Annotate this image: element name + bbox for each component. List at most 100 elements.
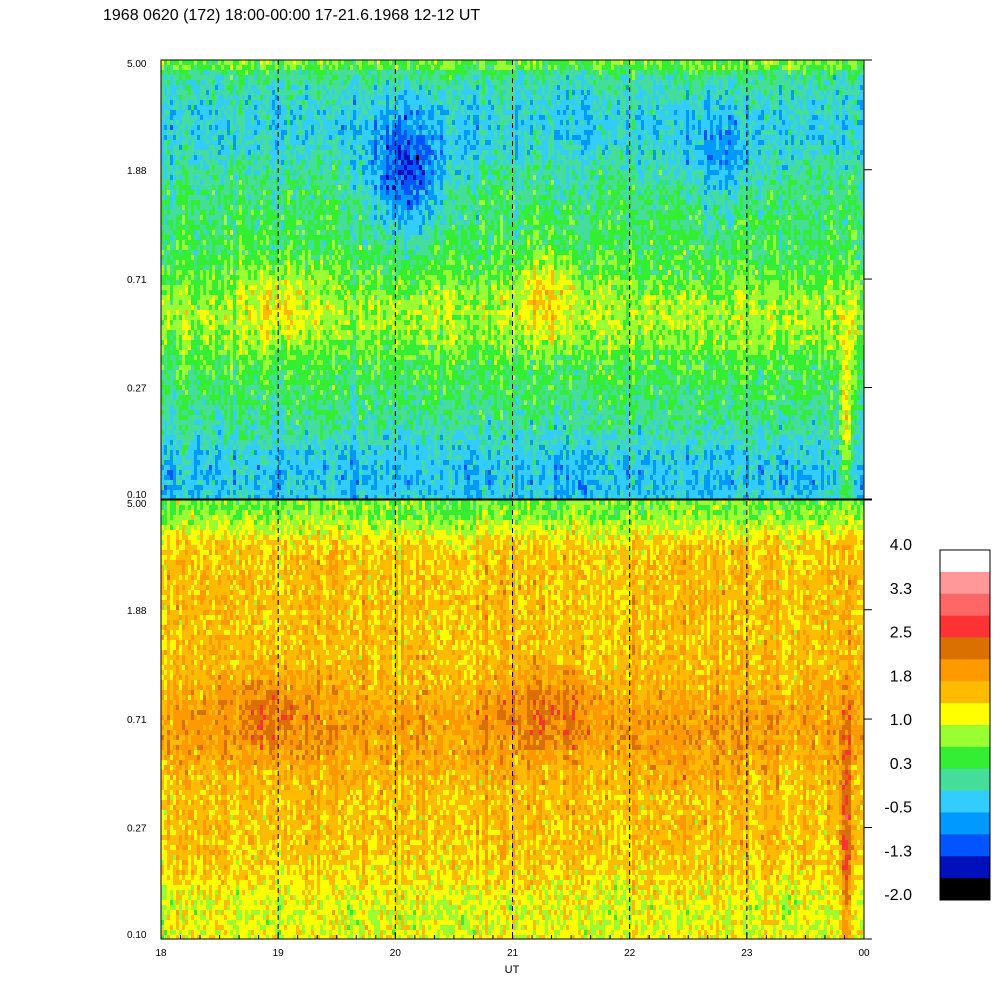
heatmap-cell	[281, 250, 285, 261]
heatmap-cell	[254, 325, 258, 331]
heatmap-cell	[440, 310, 444, 316]
heatmap-cell	[320, 415, 324, 421]
heatmap-cell	[260, 465, 264, 499]
heatmap-cell	[290, 160, 294, 166]
heatmap-cell	[260, 405, 264, 416]
heatmap-cell	[173, 355, 177, 381]
heatmap-cell	[365, 425, 369, 431]
heatmap-cell	[419, 290, 423, 296]
heatmap-cell	[245, 425, 249, 431]
heatmap-cell	[239, 355, 243, 361]
heatmap-cell	[425, 475, 429, 499]
heatmap-cell	[233, 360, 237, 371]
heatmap-cell	[386, 460, 390, 476]
heatmap-cell	[302, 425, 306, 436]
heatmap-cell	[443, 230, 447, 236]
heatmap-cell	[317, 490, 321, 499]
heatmap-cell	[350, 110, 354, 121]
heatmap-cell	[188, 340, 192, 346]
heatmap-cell	[161, 65, 165, 71]
heatmap-cell	[263, 410, 267, 416]
heatmap-cell	[341, 115, 345, 126]
heatmap-cell	[407, 480, 411, 486]
heatmap-cell	[275, 95, 279, 101]
heatmap-cell	[260, 340, 264, 361]
heatmap-cell	[341, 255, 345, 261]
heatmap-cell	[449, 60, 453, 71]
heatmap-cell	[413, 130, 417, 146]
heatmap-cell	[374, 230, 378, 241]
heatmap-cell	[410, 315, 414, 321]
heatmap-cell	[203, 160, 207, 171]
heatmap-cell	[389, 265, 393, 296]
heatmap-cell	[332, 460, 336, 476]
heatmap-cell	[299, 295, 303, 301]
heatmap-cell	[239, 470, 243, 476]
heatmap-cell	[359, 205, 363, 216]
heatmap-cell	[407, 420, 411, 426]
heatmap-cell	[395, 420, 399, 426]
heatmap-cell	[218, 135, 222, 146]
heatmap-cell	[179, 300, 183, 306]
heatmap-cell	[425, 125, 429, 131]
heatmap-cell	[299, 175, 303, 181]
heatmap-cell	[344, 285, 348, 291]
heatmap-cell	[374, 185, 378, 191]
heatmap-cell	[443, 180, 447, 196]
heatmap-cell	[362, 195, 366, 201]
heatmap-cell	[452, 390, 456, 396]
heatmap-cell	[413, 255, 417, 261]
heatmap-cell	[347, 105, 351, 111]
heatmap-cell	[395, 430, 399, 441]
heatmap-cell	[218, 305, 222, 311]
heatmap-cell	[236, 350, 240, 361]
heatmap-cell	[284, 60, 288, 71]
heatmap-cell	[260, 225, 264, 241]
heatmap-cell	[329, 140, 333, 146]
heatmap-cell	[179, 290, 183, 296]
heatmap-cell	[392, 180, 396, 186]
heatmap-cell	[266, 155, 270, 161]
heatmap-cell	[347, 345, 351, 361]
heatmap-cell	[362, 225, 366, 241]
heatmap-cell	[272, 240, 276, 246]
heatmap-cell	[380, 455, 384, 461]
heatmap-cell	[170, 265, 174, 276]
heatmap-cell	[227, 495, 231, 499]
heatmap-cell	[431, 465, 435, 476]
heatmap-cell	[263, 175, 267, 186]
heatmap-cell	[167, 465, 171, 471]
heatmap-cell	[266, 85, 270, 91]
heatmap-cell	[332, 130, 336, 141]
heatmap-cell	[458, 180, 462, 186]
heatmap-cell	[362, 430, 366, 436]
heatmap-cell	[254, 85, 258, 96]
heatmap-cell	[362, 190, 366, 196]
heatmap-cell	[218, 185, 222, 206]
heatmap-cell	[383, 390, 387, 406]
heatmap-cell	[362, 305, 366, 311]
heatmap-cell	[164, 295, 168, 316]
heatmap-cell	[227, 240, 231, 251]
heatmap-cell	[380, 470, 384, 476]
heatmap-cell	[272, 375, 276, 386]
heatmap-cell	[341, 205, 345, 211]
heatmap-cell	[455, 140, 459, 146]
heatmap-cell	[224, 345, 228, 351]
heatmap-cell	[431, 410, 435, 416]
heatmap-cell	[431, 350, 435, 406]
heatmap-cell	[335, 320, 339, 326]
heatmap-cell	[383, 150, 387, 176]
heatmap-cell	[218, 420, 222, 426]
heatmap-cell	[179, 335, 183, 351]
heatmap-cell	[458, 335, 462, 341]
heatmap-cell	[257, 360, 261, 366]
heatmap-cell	[437, 265, 441, 271]
heatmap-cell	[182, 215, 186, 226]
heatmap-cell	[227, 280, 231, 291]
heatmap-cell	[254, 390, 258, 396]
heatmap-cell	[449, 140, 453, 146]
heatmap-cell	[416, 155, 420, 161]
heatmap-cell	[416, 235, 420, 246]
heatmap-cell	[305, 445, 309, 451]
